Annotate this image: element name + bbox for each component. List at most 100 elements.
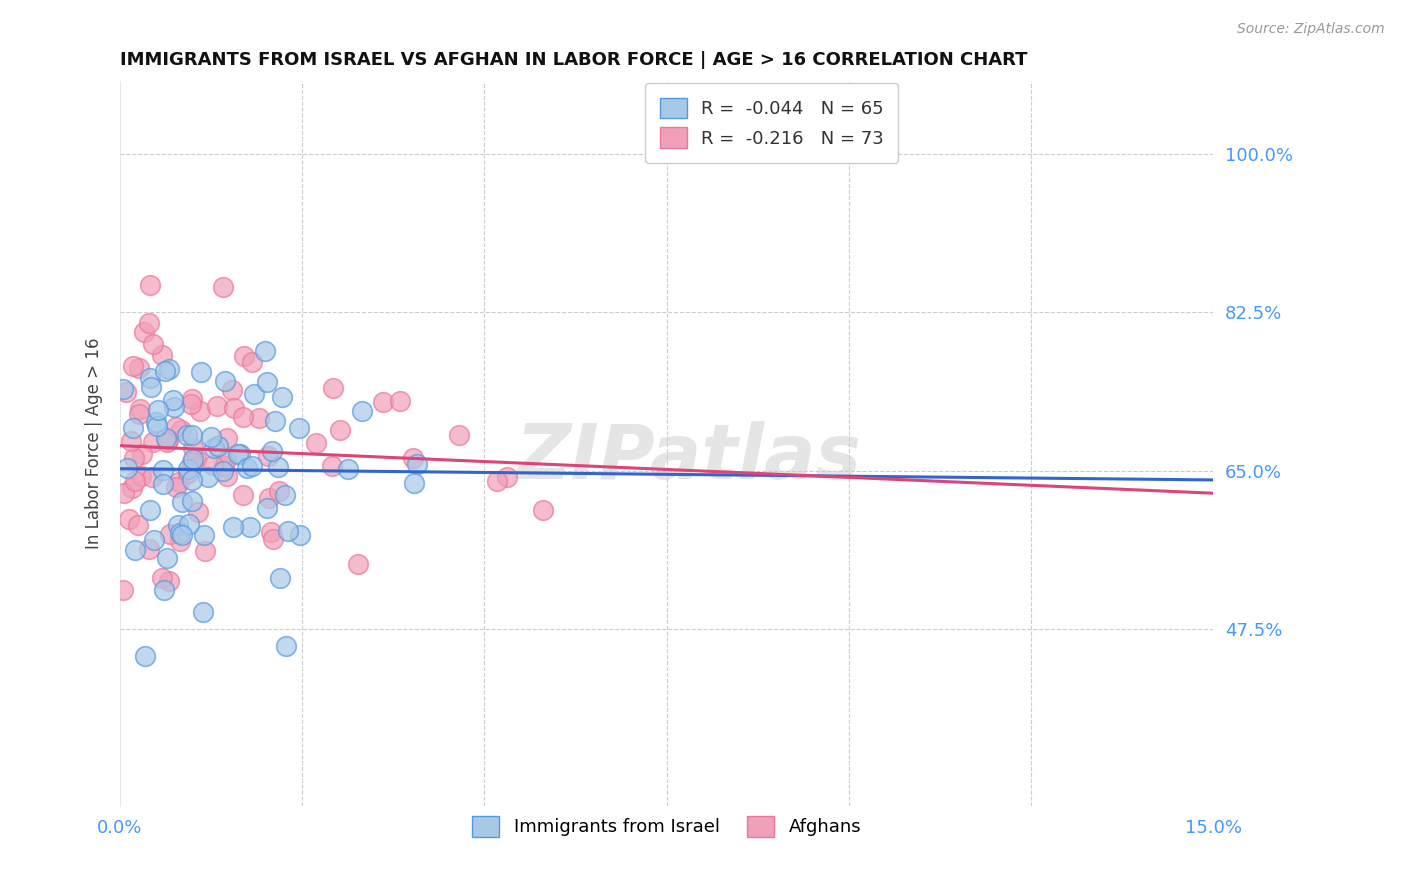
Point (267, 460, 290, 475)
Point (165, 420, 187, 434)
Point (274, 639, 297, 653)
Point (232, 409, 254, 424)
Point (269, 571, 291, 585)
Point (221, 383, 243, 397)
Text: IMMIGRANTS FROM ISRAEL VS AFGHAN IN LABOR FORCE | AGE > 16 CORRELATION CHART: IMMIGRANTS FROM ISRAEL VS AFGHAN IN LABO… (120, 51, 1028, 69)
Point (122, 359, 145, 373)
Point (128, 401, 150, 416)
Point (127, 518, 149, 533)
Point (214, 374, 236, 388)
Point (156, 551, 179, 566)
Point (201, 458, 224, 472)
Point (152, 462, 174, 476)
Point (321, 458, 343, 473)
Y-axis label: In Labor Force | Age > 16: In Labor Force | Age > 16 (86, 338, 103, 549)
Point (167, 475, 190, 490)
Point (287, 421, 309, 435)
Point (347, 558, 370, 572)
Point (207, 439, 229, 453)
Point (200, 430, 222, 444)
Point (139, 278, 162, 293)
Point (263, 414, 285, 428)
Point (262, 444, 284, 458)
Point (155, 434, 177, 449)
Point (181, 392, 204, 407)
Point (115, 461, 138, 475)
Point (405, 458, 427, 472)
Point (152, 476, 174, 491)
Point (205, 399, 228, 413)
Point (236, 460, 259, 475)
Point (215, 431, 238, 445)
Point (145, 415, 167, 429)
Point (134, 648, 156, 663)
Point (404, 476, 426, 491)
Text: Source: ZipAtlas.com: Source: ZipAtlas.com (1237, 22, 1385, 37)
Point (176, 466, 198, 480)
Point (402, 451, 425, 466)
Point (170, 528, 193, 542)
Point (267, 483, 290, 498)
Point (190, 403, 212, 417)
Point (350, 404, 373, 418)
Point (172, 495, 194, 509)
Point (187, 505, 209, 519)
Point (184, 452, 207, 467)
Point (139, 502, 162, 516)
Point (131, 469, 153, 483)
Point (165, 479, 187, 493)
Point (262, 532, 284, 546)
Point (270, 390, 292, 404)
Point (169, 525, 191, 540)
Point (155, 431, 177, 445)
Point (132, 326, 155, 340)
Point (124, 474, 146, 488)
Point (496, 470, 519, 484)
Point (226, 447, 249, 461)
Point (222, 520, 245, 534)
Point (259, 491, 281, 505)
Point (193, 528, 215, 542)
Point (197, 470, 219, 484)
Point (180, 473, 202, 487)
Point (138, 316, 160, 330)
Point (180, 397, 202, 411)
Point (214, 452, 236, 467)
Text: ZIPatlas: ZIPatlas (516, 421, 862, 495)
Point (181, 427, 204, 442)
Point (194, 544, 217, 558)
Point (139, 380, 162, 394)
Point (176, 428, 198, 442)
Point (181, 455, 204, 469)
Point (150, 347, 173, 361)
Point (256, 500, 278, 515)
Point (177, 462, 200, 476)
Point (115, 384, 138, 399)
Point (288, 527, 311, 541)
Point (142, 533, 165, 547)
Point (111, 583, 134, 598)
Point (157, 574, 180, 589)
Point (139, 371, 162, 385)
Point (253, 344, 276, 359)
Point (217, 469, 239, 483)
Point (159, 527, 181, 541)
Point (163, 400, 186, 414)
Point (162, 392, 184, 407)
Point (531, 503, 554, 517)
Point (141, 470, 163, 484)
Point (239, 519, 262, 533)
Point (181, 441, 204, 455)
Point (170, 423, 193, 437)
Point (233, 349, 256, 363)
Point (256, 376, 278, 390)
Point (212, 464, 235, 478)
Point (121, 481, 143, 495)
Point (202, 441, 225, 455)
Point (153, 364, 176, 378)
Point (240, 458, 263, 473)
Point (142, 434, 165, 449)
Point (322, 381, 344, 395)
Point (190, 365, 212, 379)
Text: 15.0%: 15.0% (1185, 819, 1241, 838)
